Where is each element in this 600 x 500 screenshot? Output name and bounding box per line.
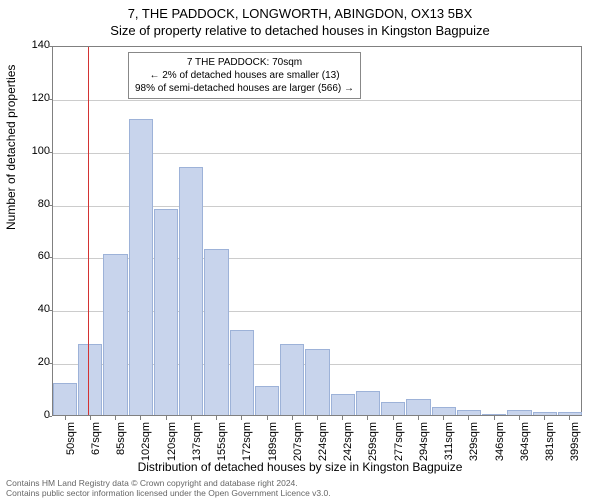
x-tick xyxy=(569,416,570,420)
histogram-bar xyxy=(482,414,506,415)
x-tick xyxy=(393,416,394,420)
y-tick-label: 0 xyxy=(30,409,50,421)
x-tick xyxy=(342,416,343,420)
y-tick-label: 60 xyxy=(30,250,50,262)
histogram-chart: 7 THE PADDOCK: 70sqm← 2% of detached hou… xyxy=(52,46,582,416)
annotation-box: 7 THE PADDOCK: 70sqm← 2% of detached hou… xyxy=(128,52,361,99)
x-tick-label: 85sqm xyxy=(115,422,127,462)
histogram-bar xyxy=(280,344,304,415)
x-tick xyxy=(317,416,318,420)
x-tick-label: 311sqm xyxy=(443,422,455,462)
histogram-bar xyxy=(356,391,380,415)
x-tick xyxy=(191,416,192,420)
page-subtitle: Size of property relative to detached ho… xyxy=(0,21,600,38)
x-tick xyxy=(494,416,495,420)
y-tick xyxy=(48,363,52,364)
histogram-bar xyxy=(305,349,329,415)
histogram-bar xyxy=(129,119,153,415)
x-tick xyxy=(166,416,167,420)
x-tick-label: 399sqm xyxy=(569,422,581,462)
x-tick-label: 189sqm xyxy=(267,422,279,462)
histogram-bar xyxy=(457,410,481,415)
page-title: 7, THE PADDOCK, LONGWORTH, ABINGDON, OX1… xyxy=(0,0,600,21)
x-tick-label: 207sqm xyxy=(292,422,304,462)
y-tick-label: 100 xyxy=(30,145,50,157)
x-tick xyxy=(267,416,268,420)
histogram-bar xyxy=(432,407,456,415)
histogram-bar xyxy=(331,394,355,415)
grid-line xyxy=(53,100,581,101)
footnote-line2: Contains public sector information licen… xyxy=(6,488,331,498)
y-tick-label: 80 xyxy=(30,198,50,210)
x-tick xyxy=(241,416,242,420)
x-tick xyxy=(468,416,469,420)
annotation-line3: 98% of semi-detached houses are larger (… xyxy=(135,82,354,95)
histogram-bar xyxy=(78,344,102,415)
histogram-bar xyxy=(154,209,178,415)
histogram-bar xyxy=(53,383,77,415)
x-tick xyxy=(216,416,217,420)
x-tick-label: 120sqm xyxy=(166,422,178,462)
x-tick-label: 67sqm xyxy=(90,422,102,462)
x-tick-label: 346sqm xyxy=(494,422,506,462)
y-tick-label: 140 xyxy=(30,39,50,51)
x-tick-label: 224sqm xyxy=(317,422,329,462)
x-tick xyxy=(443,416,444,420)
x-tick-label: 294sqm xyxy=(418,422,430,462)
y-tick xyxy=(48,99,52,100)
histogram-bar xyxy=(230,330,254,415)
y-tick xyxy=(48,257,52,258)
y-axis-label: Number of detached properties xyxy=(4,65,18,230)
x-tick-label: 172sqm xyxy=(241,422,253,462)
annotation-line2: ← 2% of detached houses are smaller (13) xyxy=(135,69,354,82)
x-tick xyxy=(367,416,368,420)
x-tick xyxy=(90,416,91,420)
histogram-bar xyxy=(103,254,127,415)
histogram-bar xyxy=(533,412,557,415)
x-tick-label: 137sqm xyxy=(191,422,203,462)
x-tick-label: 329sqm xyxy=(468,422,480,462)
annotation-line1: 7 THE PADDOCK: 70sqm xyxy=(135,56,354,69)
y-tick xyxy=(48,152,52,153)
x-tick xyxy=(292,416,293,420)
x-tick xyxy=(519,416,520,420)
x-tick xyxy=(544,416,545,420)
y-tick xyxy=(48,46,52,47)
reference-line xyxy=(88,47,89,415)
y-tick xyxy=(48,310,52,311)
histogram-bar xyxy=(255,386,279,415)
histogram-bar xyxy=(558,412,582,415)
histogram-bar xyxy=(179,167,203,415)
x-tick xyxy=(140,416,141,420)
histogram-bar xyxy=(204,249,228,416)
x-tick-label: 155sqm xyxy=(216,422,228,462)
x-tick-label: 259sqm xyxy=(367,422,379,462)
x-tick-label: 277sqm xyxy=(393,422,405,462)
x-axis-label: Distribution of detached houses by size … xyxy=(0,460,600,474)
x-tick xyxy=(65,416,66,420)
x-tick xyxy=(418,416,419,420)
histogram-bar xyxy=(507,410,531,415)
x-tick-label: 50sqm xyxy=(65,422,77,462)
x-tick-label: 381sqm xyxy=(544,422,556,462)
histogram-bar xyxy=(381,402,405,415)
footnote: Contains HM Land Registry data © Crown c… xyxy=(6,478,331,498)
x-tick-label: 102sqm xyxy=(140,422,152,462)
y-tick-label: 20 xyxy=(30,356,50,368)
x-tick-label: 364sqm xyxy=(519,422,531,462)
y-tick-label: 40 xyxy=(30,303,50,315)
y-tick-label: 120 xyxy=(30,92,50,104)
y-tick xyxy=(48,416,52,417)
x-tick-label: 242sqm xyxy=(342,422,354,462)
histogram-bar xyxy=(406,399,430,415)
y-tick xyxy=(48,205,52,206)
x-tick xyxy=(115,416,116,420)
footnote-line1: Contains HM Land Registry data © Crown c… xyxy=(6,478,298,488)
